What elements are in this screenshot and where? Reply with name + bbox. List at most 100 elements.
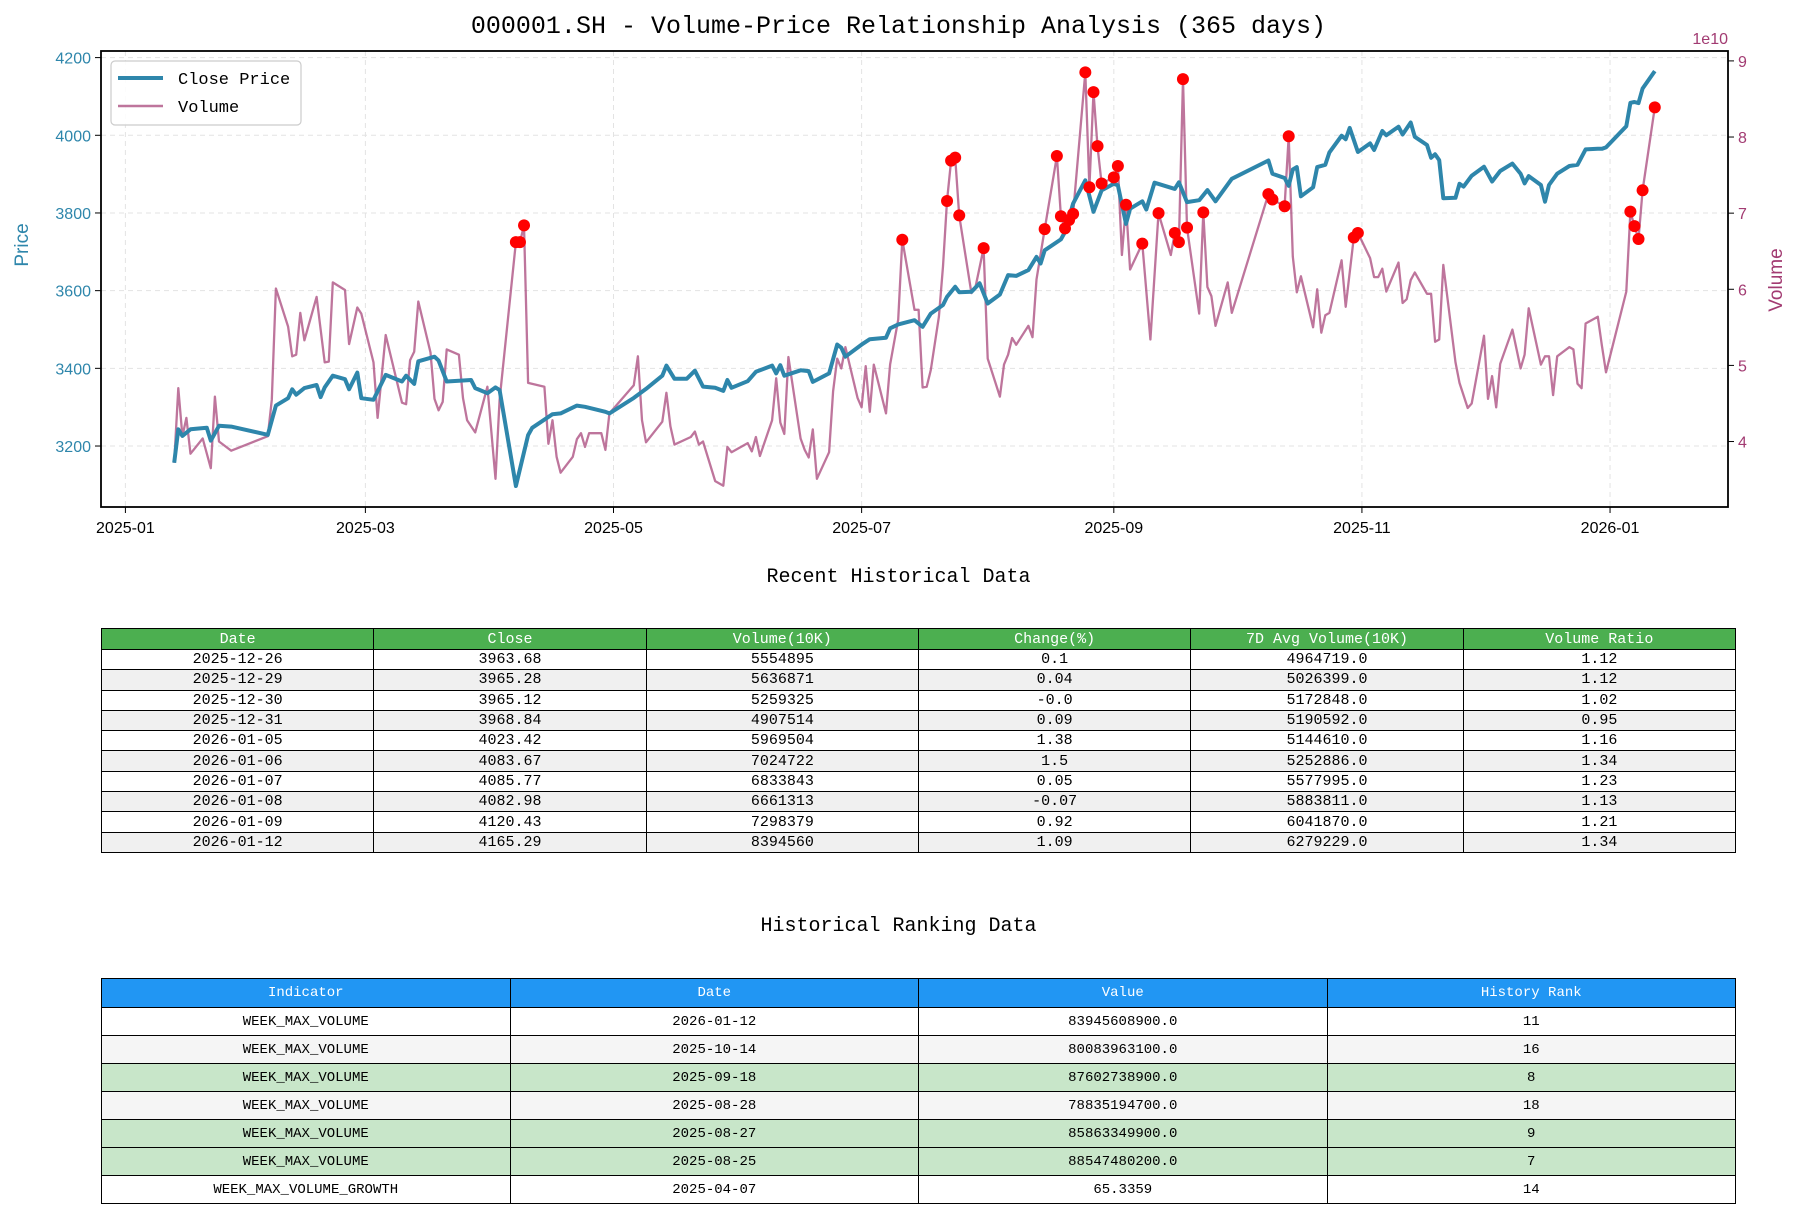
table-cell: 6833843 (645, 770, 919, 793)
x-tick-label: 2026-01 (1581, 520, 1640, 537)
legend: Close Price Volume (110, 60, 302, 126)
high-volume-marker (1628, 220, 1641, 233)
table-cell: WEEK_MAX_VOLUME_GROWTH (101, 1175, 511, 1204)
table-row: 2026-01-09 4120.43 7298379 0.92 6041870.0 1.2… (100, 811, 1737, 833)
y2-offset-text: 1e10 (1692, 31, 1728, 48)
table-cell: 5026399.0 (1190, 669, 1464, 691)
high-volume-marker (1111, 159, 1124, 172)
table-cell: 4085.77 (373, 770, 647, 793)
high-volume-marker (1050, 150, 1063, 163)
table-cell: 4083.67 (373, 750, 647, 772)
x-tick-label: 2025-05 (584, 520, 643, 537)
table-cell: 0.09 (917, 709, 1192, 732)
table-cell: 5554895 (645, 648, 919, 671)
table-cell: 1.12 (1462, 648, 1737, 671)
high-volume-marker (1266, 193, 1279, 206)
table-row: WEEK_MAX_VOLUME 2025-10-14 80083963100.0 16 (101, 1035, 1736, 1064)
axes-frame (100, 50, 1729, 508)
high-volume-marker (1197, 206, 1210, 219)
table-cell: 8 (1326, 1063, 1736, 1092)
table-cell: -0.07 (917, 791, 1192, 813)
table-cell: WEEK_MAX_VOLUME (101, 1035, 511, 1064)
table-cell: 5259325 (645, 689, 919, 711)
y2-tick-label: 7 (1738, 206, 1747, 223)
high-volume-marker (1168, 226, 1181, 239)
table-cell: 1.38 (917, 730, 1192, 752)
table-row: WEEK_MAX_VOLUME_GROWTH 2025-04-07 65.3359 1… (101, 1175, 1736, 1204)
table-row: 2025-12-26 3963.68 5554895 0.1 4964719.0 1.12 (100, 648, 1737, 671)
x-tick-label: 2025-09 (1084, 520, 1143, 537)
high-volume-marker (1152, 207, 1165, 220)
table-cell: 1.12 (1462, 669, 1737, 691)
x-tick-label: 2025-01 (96, 520, 155, 537)
table-cell: 14 (1326, 1175, 1736, 1204)
table-row: 2025-12-31 3968.84 4907514 0.09 5190592.0 0.9… (100, 709, 1737, 732)
table-row: WEEK_MAX_VOLUME 2025-08-28 78835194700.0 18 (101, 1091, 1736, 1120)
table-cell: 2025-08-28 (509, 1091, 919, 1120)
table-cell: 1.09 (917, 831, 1192, 853)
high-volume-marker (949, 151, 962, 164)
table-cell: -0.0 (917, 689, 1192, 711)
high-volume-marker (1083, 181, 1096, 194)
y2-tick-label: 6 (1738, 282, 1747, 299)
legend-volume-label: Volume (178, 99, 239, 118)
column-header: Volume(10K) (645, 628, 919, 650)
table-cell: 88547480200.0 (918, 1147, 1328, 1176)
table-row: WEEK_MAX_VOLUME 2025-08-25 88547480200.0 7 (101, 1147, 1736, 1176)
high-volume-marker (1067, 207, 1080, 220)
table-cell: 5969504 (645, 730, 919, 752)
y-axis-volume: 4 5 6 7 8 9 (1728, 54, 1747, 452)
table-row: 2026-01-08 4082.98 6661313 -0.07 5883811.0 1.… (100, 791, 1737, 813)
recent-table-title: Recent Historical Data (766, 566, 1031, 589)
table-cell: 2025-09-18 (509, 1063, 919, 1092)
high-volume-marker (1648, 101, 1661, 114)
x-tick-label: 2025-03 (336, 520, 395, 537)
table-cell: 2025-12-31 (100, 709, 375, 732)
table-cell: WEEK_MAX_VOLUME (101, 1091, 511, 1120)
high-volume-marker (896, 233, 909, 246)
table-cell: 85863349900.0 (918, 1119, 1328, 1148)
table-row: 2026-01-05 4023.42 5969504 1.38 5144610.0 1.1… (100, 730, 1737, 752)
high-volume-marker (1632, 233, 1645, 246)
table-cell: 5883811.0 (1190, 791, 1464, 813)
table-row: 2026-01-06 4083.67 7024722 1.5 5252886.0 1.34 (100, 750, 1737, 772)
table-cell: 7298379 (645, 811, 919, 833)
y-axis-label: Price (12, 223, 33, 266)
ranking-data-table: Indicator Date Value History Rank WEEK_MAX_V… (101, 978, 1736, 1204)
table-cell: 3965.12 (373, 689, 647, 711)
table-cell: 1.34 (1462, 831, 1737, 853)
high-volume-marker (1079, 66, 1092, 79)
table-row: WEEK_MAX_VOLUME 2026-01-12 83945608900.0 11 (101, 1007, 1736, 1036)
table-cell: 8394560 (645, 831, 919, 853)
table-cell: 83945608900.0 (918, 1007, 1328, 1036)
table-cell: 2026-01-08 (100, 791, 375, 813)
y-tick-label: 3800 (55, 206, 91, 223)
table-cell: 2026-01-12 (509, 1007, 919, 1036)
table-cell: 1.5 (917, 750, 1192, 772)
high-volume-marker (1278, 200, 1291, 213)
table-row: 2025-12-29 3965.28 5636871 0.04 5026399.0 1.1… (100, 669, 1737, 691)
table-cell: 6279229.0 (1190, 831, 1464, 853)
column-header: Change(%) (917, 628, 1192, 650)
table-cell: 2025-12-30 (100, 689, 375, 711)
table-cell: 65.3359 (918, 1175, 1328, 1204)
table-row: 2026-01-12 4165.29 8394560 1.09 6279229.0 1.3… (100, 831, 1737, 853)
table-cell: 2025-08-25 (509, 1147, 919, 1176)
column-header: Date (509, 978, 919, 1008)
table-cell: 7024722 (645, 750, 919, 772)
high-volume-marker (1136, 237, 1149, 250)
table-cell: 1.23 (1462, 770, 1737, 793)
table-cell: 0.1 (917, 648, 1192, 671)
table-cell: 2025-12-26 (100, 648, 375, 671)
high-volume-marker (1095, 177, 1108, 190)
high-volume-marker (1120, 198, 1133, 211)
table-cell: 4120.43 (373, 811, 647, 833)
column-header: History Rank (1326, 978, 1736, 1008)
column-header: 7D Avg Volume(10K) (1190, 628, 1464, 650)
column-header: Close (373, 628, 647, 650)
high-volume-marker (1282, 130, 1295, 143)
table-cell: 18 (1326, 1091, 1736, 1120)
y-tick-label: 3200 (55, 439, 91, 456)
x-tick-label: 2025-11 (1333, 520, 1391, 537)
table-row: WEEK_MAX_VOLUME 2025-08-27 85863349900.0 9 (101, 1119, 1736, 1148)
